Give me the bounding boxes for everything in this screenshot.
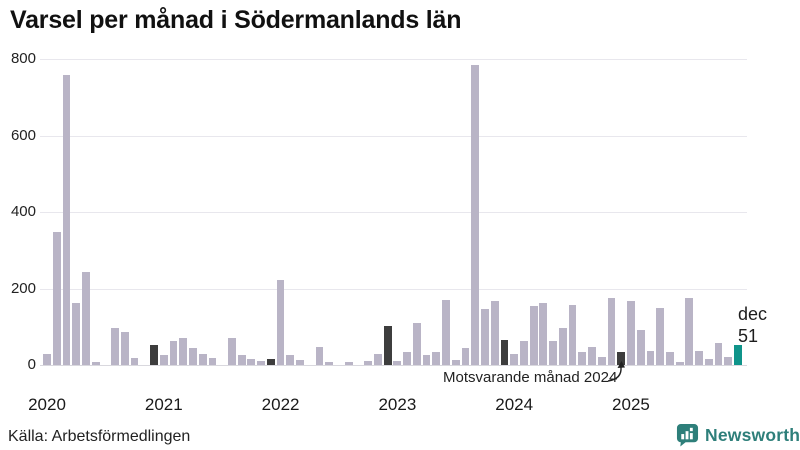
bar-december [383,325,392,365]
bar [72,303,81,365]
bar [111,327,120,365]
bar [208,358,217,365]
bar [481,309,489,365]
bar [510,353,519,365]
bar [627,301,635,365]
bar [675,361,684,365]
bar [568,304,577,365]
bar [403,352,412,365]
bar [315,346,324,365]
gridline [40,135,747,137]
latest-point-month: dec [738,304,768,324]
bar [471,64,480,365]
annotation-text: Motsvarande månad 2024 [443,369,618,386]
y-axis-tick-label: 800 [10,50,36,67]
bar [412,322,421,365]
bar [169,340,178,365]
brand-logo[interactable]: Newsworthy [676,423,800,447]
bar [549,341,557,365]
bar [62,75,71,365]
bar [607,298,616,365]
bar [393,361,402,365]
bar [344,362,353,365]
bar [695,350,703,365]
bar [490,300,499,365]
bar [296,360,304,365]
bar [724,356,733,365]
x-axis-tick-label: 2022 [261,395,300,414]
bar [685,297,694,365]
x-axis-tick-label: 2021 [144,395,183,414]
gridline [40,212,747,213]
bar [374,354,382,365]
brand-name: Newsworthy [705,424,800,445]
bar [578,351,587,365]
bar-december [500,340,509,365]
bar [539,303,548,365]
newsworthy-icon [676,423,699,447]
bar [558,327,567,365]
bar [666,351,674,365]
bar [588,346,596,365]
bar [120,332,129,365]
bar [597,356,606,365]
bar [656,308,665,365]
bar [198,353,207,365]
latest-point-label: dec 51 [738,303,767,347]
bar [714,343,723,365]
bar [364,361,373,365]
bar [159,355,168,365]
bar [520,340,528,365]
bar [91,361,100,365]
chart-title: Varsel per månad i Södermanlands län [10,6,462,34]
bar [237,355,246,365]
bar [451,360,460,365]
bar-december [617,352,626,365]
bar [704,358,713,365]
gridline [40,365,747,366]
bar [43,353,51,365]
bar [325,362,334,365]
bar-latest [734,345,742,365]
gridline [40,288,747,290]
bar [179,338,188,365]
gridline [40,59,747,60]
x-axis-tick-label: 2023 [378,395,417,414]
latest-point-value: 51 [738,326,759,346]
y-axis-tick-label: 200 [10,279,36,297]
x-axis-tick-label: 2025 [612,395,650,414]
y-axis-tick-label: 400 [10,203,36,220]
bar [228,338,236,365]
annotation-arrow-icon [607,361,625,382]
bar [130,358,139,365]
bar [422,355,431,365]
bar [276,280,285,365]
bar [52,231,61,365]
bar [82,272,90,365]
bar [432,351,441,365]
y-axis-tick-label: 600 [10,126,36,144]
bar [247,359,256,365]
bar [529,305,538,365]
bar [442,299,450,365]
bar [461,347,470,365]
bar [646,350,655,365]
bar-december [150,345,158,365]
source-text: Källa: Arbetsförmedlingen [8,428,191,445]
bar [286,355,295,365]
y-axis-tick-label: 0 [27,356,36,373]
x-axis-tick-label: 2024 [495,395,534,414]
bar [189,347,197,365]
bar-december [266,359,275,365]
x-axis-tick-label: 2020 [28,395,66,414]
bar [257,360,266,365]
bar [636,330,645,365]
